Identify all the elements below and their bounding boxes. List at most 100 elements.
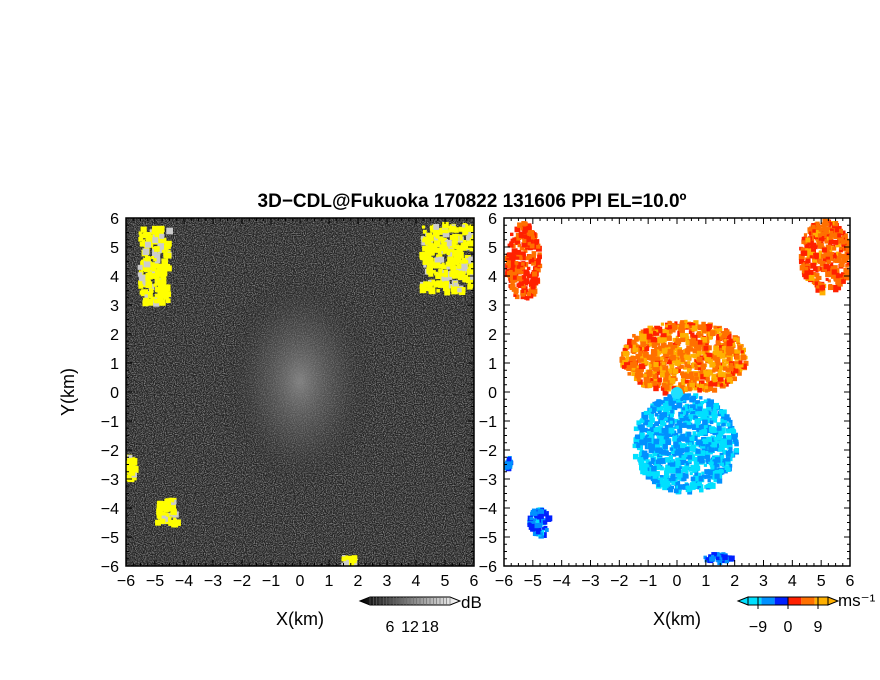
velocity-echo-cell [544, 528, 549, 532]
velocity-echo-cell [654, 412, 659, 417]
velocity-echo-cell [809, 231, 814, 236]
velocity-echo-cell [626, 365, 632, 371]
velocity-echo-cell [531, 251, 537, 256]
velocity-echo-cell [816, 266, 820, 271]
velocity-echo-cell [798, 259, 803, 264]
clutter-echo-cell [173, 517, 177, 521]
velocity-echo-cell [829, 232, 835, 238]
velocity-echo-cell [657, 477, 664, 484]
velocity-echo-cell [724, 465, 730, 470]
velocity-echo-cell [650, 377, 655, 382]
y-tick-label: −1 [101, 414, 119, 431]
velocity-colorbar-unit: ms⁻¹ [838, 591, 876, 610]
velocity-echo-cell [810, 248, 817, 255]
velocity-echo-cell [535, 509, 540, 514]
velocity-echo-cell [640, 341, 646, 348]
db-colorbar-tick-label: 6 [386, 619, 395, 636]
velocity-echo-cell [688, 371, 695, 377]
velocity-echo-cell [722, 449, 728, 455]
velocity-echo-cell [688, 467, 694, 472]
velocity-echo-cell [674, 450, 680, 456]
clutter-echo-cell [153, 300, 160, 307]
velocity-echo-cell [802, 262, 808, 267]
clutter-echo-cell [127, 454, 133, 460]
velocity-echo-cell [741, 363, 747, 370]
velocity-echo-cell [637, 369, 641, 374]
velocity-echo-cell [654, 430, 660, 436]
x-tick-label: −1 [262, 573, 280, 590]
velocity-echo-cell [655, 447, 661, 453]
velocity-echo-cell [839, 261, 845, 268]
velocity-echo-cell [640, 358, 644, 362]
velocity-echo-cell [508, 269, 513, 274]
velocity-echo-cell [713, 355, 717, 359]
velocity-echo-cell [716, 478, 723, 484]
clutter-echo-cell [423, 236, 428, 241]
velocity-echo-cell [716, 422, 721, 427]
clutter-echo-cell [144, 298, 151, 306]
velocity-echo-cell [720, 437, 726, 443]
velocity-echo-cell [661, 348, 668, 354]
velocity-echo-cell [846, 252, 850, 256]
y-tick-label: −3 [101, 472, 119, 489]
velocity-echo-cell [725, 347, 731, 353]
velocity-echo-cell [511, 248, 518, 255]
velocity-echo-cell [827, 279, 831, 283]
velocity-echo-cell [708, 336, 713, 340]
velocity-echo-cell [667, 411, 672, 417]
velocity-echo-cell [831, 257, 835, 262]
clutter-echo-cell [154, 274, 160, 280]
velocity-echo-cell [818, 250, 823, 255]
velocity-echo-cell [525, 227, 531, 233]
clutter-echo-cell [456, 258, 462, 264]
velocity-echo-cell [665, 429, 671, 436]
clutter-echo-cell [147, 291, 153, 298]
velocity-echo-cell [695, 423, 701, 429]
clutter-echo-cell [160, 518, 166, 525]
velocity-echo-cell [818, 236, 825, 242]
velocity-echo-cell [845, 244, 850, 251]
velocity-echo-cell [722, 467, 728, 474]
velocity-echo-cell [706, 401, 712, 407]
velocity-echo-cell [828, 239, 834, 245]
velocity-echo-cell [729, 370, 735, 376]
clutter-echo-cell [433, 261, 441, 269]
velocity-echo-cell [701, 471, 705, 475]
clutter-echo-cell [461, 260, 466, 265]
clutter-echo-cell [465, 231, 469, 235]
velocity-echo-cell [690, 456, 696, 462]
clutter-echo-cell [145, 281, 153, 289]
velocity-echo-cell [675, 468, 681, 474]
velocity-echo-cell [827, 284, 834, 291]
clutter-echo-cell [163, 288, 169, 294]
clutter-echo-cell [441, 276, 449, 284]
velocity-echo-cell [679, 466, 683, 470]
clutter-echo-cell [465, 241, 470, 246]
clutter-echo-cell [152, 246, 156, 250]
velocity-echo-cell [519, 256, 523, 260]
velocity-echo-cell [697, 472, 702, 476]
velocity-echo-cell [716, 430, 723, 437]
velocity-echo-cell [665, 324, 671, 330]
velocity-echo-cell [659, 414, 664, 420]
clutter-echo-cell [142, 248, 150, 256]
velocity-echo-cell [815, 273, 820, 278]
velocity-echo-cell [515, 232, 520, 237]
velocity-echo-cell [691, 468, 696, 472]
velocity-echo-cell [667, 349, 674, 355]
velocity-echo-cell [652, 401, 656, 406]
velocity-echo-cell [703, 463, 708, 467]
x-tick-label: −4 [175, 573, 193, 590]
velocity-echo-cell [681, 477, 685, 482]
velocity-echo-cell [517, 261, 524, 268]
velocity-echo-cell [663, 470, 670, 477]
x-tick-label: 1 [325, 573, 334, 590]
velocity-echo-cell [703, 555, 707, 560]
velocity-echo-cell [651, 357, 656, 362]
velocity-echo-cell [671, 459, 675, 463]
velocity-echo-cell [733, 337, 737, 341]
velocity-echo-cell [692, 348, 698, 354]
velocity-echo-cell [674, 460, 681, 467]
clutter-echo-cell [165, 263, 171, 269]
clutter-echo-cell [433, 281, 440, 288]
